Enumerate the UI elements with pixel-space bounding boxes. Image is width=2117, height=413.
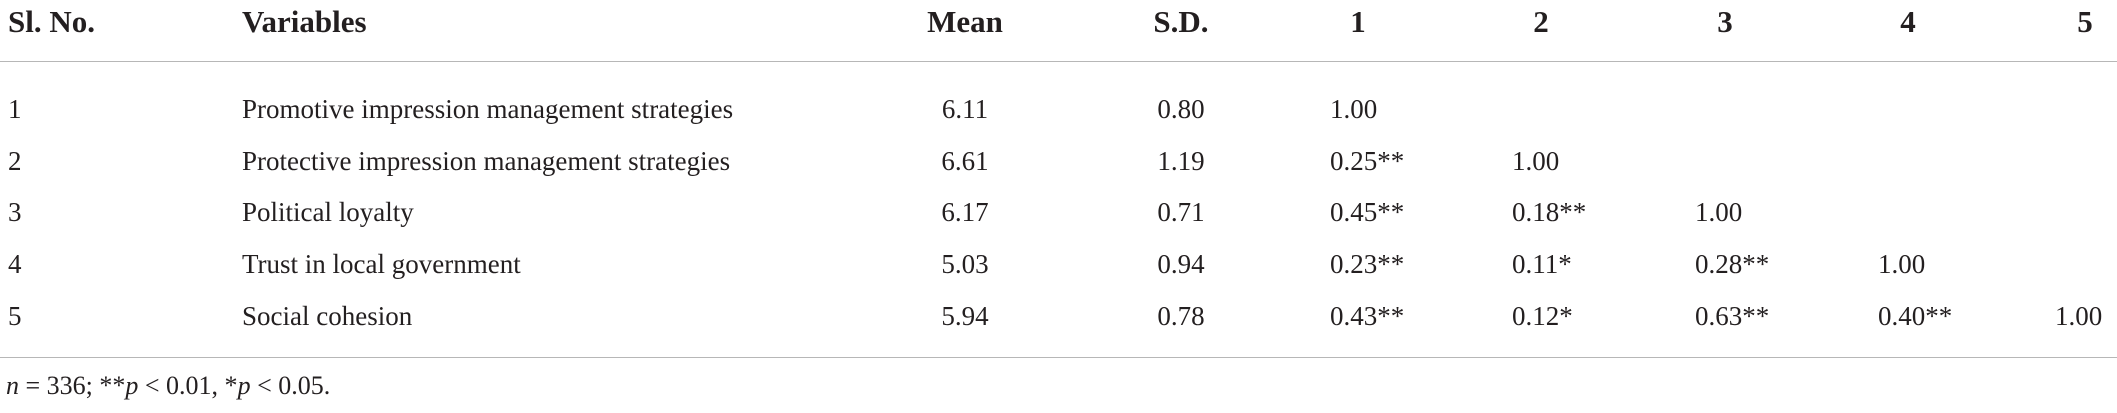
row-corr-1: 0.43** xyxy=(1330,301,1405,331)
row-corr-2: 0.12* xyxy=(1512,301,1573,331)
footnote-p-value-1: < 0.01, * xyxy=(138,371,238,400)
row-sl-no: 4 xyxy=(8,249,22,279)
table-header-row: Sl. No. Variables Mean S.D. 1 2 3 4 5 xyxy=(0,0,2117,48)
table-row: 5 Social cohesion 5.94 0.78 0.43** 0.12*… xyxy=(0,290,2117,342)
row-sl-no: 3 xyxy=(8,197,22,227)
row-corr-1: 0.45** xyxy=(1330,197,1405,227)
row-corr-4: 1.00 xyxy=(1878,249,1926,279)
header-col-2: 2 xyxy=(1533,4,1549,39)
footnote-p-symbol-1: p xyxy=(125,371,139,400)
table-row: 3 Political loyalty 6.17 0.71 0.45** 0.1… xyxy=(0,186,2117,238)
footnote-n-symbol: n xyxy=(6,371,19,400)
row-mean: 5.03 xyxy=(941,249,989,279)
header-divider xyxy=(0,61,2117,62)
table-row: 2 Protective impression management strat… xyxy=(0,135,2117,187)
footnote-p-value-2: < 0.05. xyxy=(250,371,331,400)
row-sl-no: 2 xyxy=(8,146,22,176)
row-corr-1: 0.23** xyxy=(1330,249,1405,279)
table-footnote: n = 336; **p < 0.01, *p < 0.05. xyxy=(6,366,330,406)
header-col-5: 5 xyxy=(2077,4,2093,39)
row-corr-2: 0.18** xyxy=(1512,197,1587,227)
row-variable: Social cohesion xyxy=(242,301,413,331)
row-sd: 0.78 xyxy=(1157,301,1205,331)
table-row: 4 Trust in local government 5.03 0.94 0.… xyxy=(0,238,2117,290)
row-sd: 0.71 xyxy=(1157,197,1205,227)
header-col-3: 3 xyxy=(1717,4,1733,39)
row-mean: 6.11 xyxy=(941,94,989,124)
row-sl-no: 5 xyxy=(8,301,22,331)
row-sl-no: 1 xyxy=(8,94,22,124)
row-corr-2: 1.00 xyxy=(1512,146,1560,176)
row-mean: 5.94 xyxy=(941,301,989,331)
row-sd: 1.19 xyxy=(1157,146,1205,176)
header-variables: Variables xyxy=(242,4,367,39)
header-sd: S.D. xyxy=(1153,4,1209,39)
row-variable: Promotive impression management strategi… xyxy=(242,94,734,124)
header-mean: Mean xyxy=(927,4,1003,39)
row-corr-3: 0.63** xyxy=(1695,301,1770,331)
row-corr-1: 0.25** xyxy=(1330,146,1405,176)
row-corr-1: 1.00 xyxy=(1330,94,1378,124)
row-corr-4: 0.40** xyxy=(1878,301,1953,331)
header-sl-no: Sl. No. xyxy=(8,4,95,39)
header-col-4: 4 xyxy=(1900,4,1916,39)
row-corr-2: 0.11* xyxy=(1512,249,1572,279)
table-bottom-divider xyxy=(0,357,2117,358)
header-col-1: 1 xyxy=(1350,4,1366,39)
row-corr-3: 1.00 xyxy=(1695,197,1743,227)
row-corr-5: 1.00 xyxy=(2055,301,2103,331)
footnote-p-symbol-2: p xyxy=(237,371,251,400)
row-variable: Political loyalty xyxy=(242,197,414,227)
footnote-n-value: = 336; ** xyxy=(19,371,126,400)
table-row: 1 Promotive impression management strate… xyxy=(0,83,2117,135)
row-mean: 6.17 xyxy=(941,197,989,227)
row-variable: Trust in local government xyxy=(242,249,521,279)
row-sd: 0.80 xyxy=(1157,94,1205,124)
row-mean: 6.61 xyxy=(941,146,989,176)
row-corr-3: 0.28** xyxy=(1695,249,1770,279)
row-sd: 0.94 xyxy=(1157,249,1205,279)
row-variable: Protective impression management strateg… xyxy=(242,146,731,176)
